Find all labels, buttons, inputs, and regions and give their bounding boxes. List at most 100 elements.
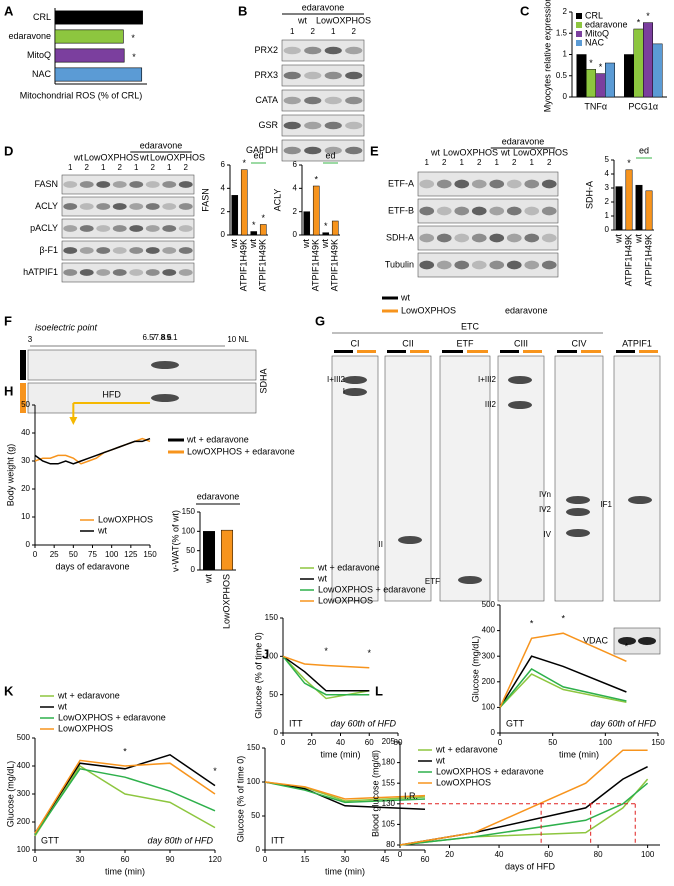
x-tick-label: 20: [445, 850, 454, 859]
x-tick-label: 50: [69, 550, 78, 559]
x-tick-label: 100: [105, 550, 119, 559]
band: [178, 181, 193, 188]
y-tick-label: 205: [382, 737, 396, 746]
x-tick-label: ATPIF1H49K: [330, 239, 340, 291]
significance: *: [132, 52, 136, 62]
band: [436, 233, 452, 243]
bar: [322, 232, 330, 236]
line: [282, 655, 370, 692]
line: [34, 759, 216, 834]
band: [508, 376, 532, 384]
y-tick-label: 155: [382, 778, 396, 787]
band: [638, 637, 656, 645]
blot-strip: [61, 240, 195, 261]
band: [304, 46, 322, 55]
blot-strip: [61, 218, 195, 239]
band: [162, 269, 177, 276]
band: [178, 247, 193, 254]
row-label: PRX2: [254, 45, 278, 55]
gel: [497, 355, 545, 602]
band: [345, 71, 363, 80]
x-tick-label: 80: [594, 850, 603, 859]
band: [324, 121, 342, 130]
band: [506, 206, 522, 216]
row-label: Tubulin: [385, 259, 414, 269]
line: [499, 673, 627, 708]
y-tick-label: 4: [293, 183, 298, 192]
row-label: ETF-B: [388, 205, 414, 215]
bar: [595, 73, 606, 98]
lane-marker: [639, 350, 658, 353]
y-axis-label: ACLY: [272, 189, 282, 212]
y-tick-label: 300: [482, 651, 496, 660]
group-label: ed: [325, 150, 335, 160]
band: [79, 203, 94, 210]
panel-label: C: [520, 3, 530, 18]
y-tick-label: 100: [482, 703, 496, 712]
legend-swatch: [576, 31, 582, 37]
x-axis-label: days of edaravone: [55, 561, 129, 571]
panel-label: B: [238, 3, 247, 18]
x-tick-label: wt: [248, 239, 258, 249]
y-tick-label: 200: [482, 677, 496, 686]
significance: *: [131, 33, 135, 43]
band: [63, 203, 78, 210]
y-tick-label: 80: [386, 840, 395, 849]
bar: [250, 231, 258, 236]
bar: [576, 54, 587, 98]
band: [524, 233, 540, 243]
band: [178, 225, 193, 232]
y-axis-label: Blood glucose (mg/dl): [370, 750, 380, 837]
line: [34, 764, 216, 837]
y-tick-label: 4: [221, 183, 226, 192]
y-tick-label: 50: [269, 690, 278, 699]
band-label: IVn: [539, 490, 551, 499]
x-tick-label: 0: [398, 850, 403, 859]
panel-label: L: [375, 683, 383, 698]
band: [96, 181, 111, 188]
column-title: CI: [351, 338, 360, 348]
bar: [615, 186, 623, 231]
lane-number: 1: [495, 158, 500, 167]
row-label: GSR: [258, 120, 278, 130]
significance: *: [561, 614, 565, 624]
x-tick-label: 100: [599, 738, 613, 747]
y-tick-label: 6: [293, 160, 298, 169]
x-tick-label: 150: [143, 550, 157, 559]
x-tick-label: 0: [33, 550, 38, 559]
x-tick-label: ATPIF1H49K: [311, 239, 321, 291]
lane-number: 1: [167, 163, 172, 172]
band: [541, 233, 557, 243]
axis-end: 10 NL: [227, 335, 249, 344]
column-title: ETF: [457, 338, 475, 348]
blot-strip: [417, 252, 559, 278]
line: [282, 655, 370, 669]
test-label: ITT: [289, 718, 303, 728]
band: [508, 401, 532, 409]
band-label: I+III2: [478, 375, 497, 384]
band: [283, 71, 301, 80]
y-tick-label: 300: [17, 789, 31, 798]
x-tick-label: 125: [124, 550, 138, 559]
ip-marker: 7: [152, 333, 157, 342]
y-tick-label: 100: [17, 845, 31, 854]
legend-label: LowOXPHOS: [58, 723, 113, 733]
band: [129, 203, 144, 210]
significance: *: [646, 11, 650, 21]
y-axis-label: Glucose (% of time 0): [253, 632, 263, 719]
y-tick-label: 100: [182, 526, 196, 535]
x-tick-label: 0: [33, 855, 38, 864]
band: [541, 206, 557, 216]
y-tick-label: 30: [21, 456, 30, 465]
blot-strip: [417, 198, 559, 224]
gel-strip: [27, 382, 257, 414]
band: [304, 96, 322, 105]
legend-label: LowOXPHOS: [401, 305, 456, 315]
lane-number: 1: [101, 163, 106, 172]
y-tick-label: 0: [605, 225, 610, 234]
x-tick-label: wt: [320, 239, 330, 249]
bar: [624, 54, 634, 98]
legend-label: wt: [317, 573, 327, 583]
x-tick-label: wt: [203, 574, 213, 584]
legend-label: wt: [97, 525, 107, 535]
